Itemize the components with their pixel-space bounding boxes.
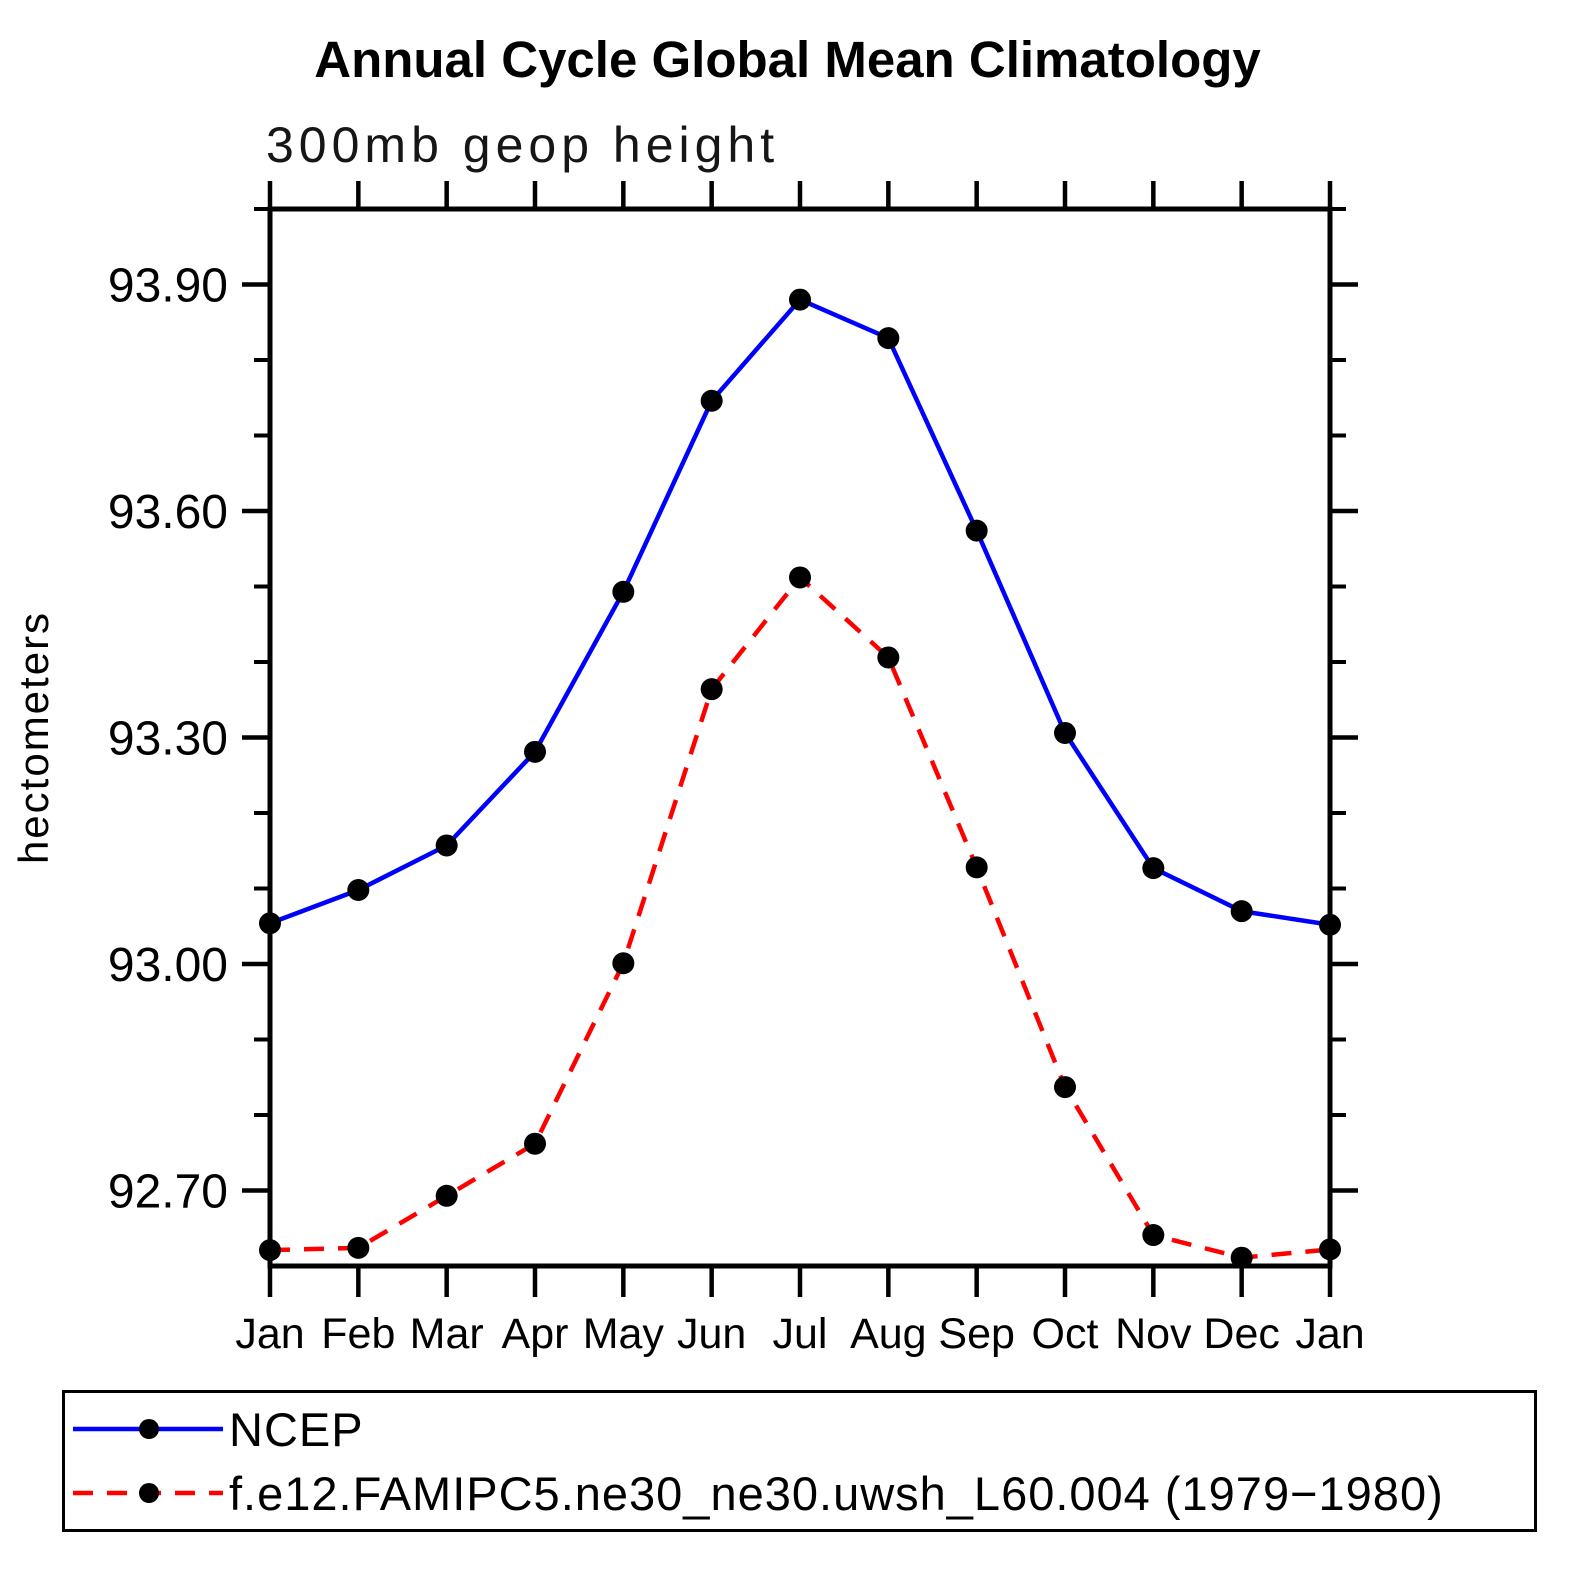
x-tick-label: May [583, 1310, 665, 1358]
x-tick-label: Sep [938, 1310, 1015, 1358]
data-point-model [965, 856, 988, 879]
data-point-model [1230, 1246, 1253, 1269]
legend-item-model: f.e12.FAMIPC5.ne30_ne30.uwsh_L60.004 (19… [69, 1465, 1534, 1521]
data-point-model [1054, 1076, 1076, 1099]
legend: NCEP f.e12.FAMIPC5.ne30_ne30.uwsh_L60.00… [62, 1390, 1537, 1532]
legend-line-solid-icon [73, 1419, 223, 1439]
x-tick-label: Oct [1032, 1310, 1099, 1358]
data-point-ncep [435, 834, 458, 857]
chart-subtitle: 300mb geop height [266, 117, 780, 173]
data-point-model [1319, 1238, 1341, 1261]
legend-label-ncep: NCEP [229, 1402, 364, 1456]
legend-line-dashed-icon [73, 1483, 223, 1503]
data-point-ncep [877, 327, 900, 350]
x-tick-label: Apr [502, 1310, 569, 1358]
x-tick-label: Nov [1115, 1310, 1192, 1358]
x-tick-label: Feb [321, 1310, 395, 1358]
x-tick-label: Mar [410, 1310, 484, 1358]
data-point-model [877, 646, 900, 669]
x-tick-label: Aug [850, 1310, 927, 1358]
series-line-ncep [269, 296, 1331, 927]
legend-item-ncep: NCEP [69, 1401, 1534, 1457]
y-tick-label: 93.60 [108, 486, 228, 539]
data-point-model [524, 1132, 546, 1155]
data-point-ncep [1054, 721, 1076, 744]
data-point-ncep [965, 519, 988, 542]
data-point-ncep [1142, 857, 1165, 880]
y-axis-label: hectometers [10, 611, 57, 864]
data-point-ncep [524, 740, 546, 763]
data-point-model [347, 1236, 370, 1259]
data-point-model [612, 952, 635, 975]
chart-title: Annual Cycle Global Mean Climatology [314, 31, 1261, 88]
x-tick-label: Jun [677, 1310, 746, 1358]
data-point-model [789, 566, 811, 589]
x-tick-label: Dec [1203, 1310, 1279, 1358]
y-tick-label: 93.30 [108, 713, 228, 766]
data-point-ncep [700, 389, 723, 412]
axis-box [267, 206, 1333, 1269]
y-tick-label: 93.90 [108, 260, 228, 313]
data-point-model [1142, 1224, 1165, 1247]
data-point-ncep [1319, 913, 1341, 936]
data-point-model [700, 678, 723, 701]
x-tick-label: Jan [1295, 1310, 1364, 1358]
legend-label-model: f.e12.FAMIPC5.ne30_ne30.uwsh_L60.004 (19… [229, 1466, 1444, 1520]
x-tick-label: Jan [235, 1310, 304, 1358]
x-tick-label: Jul [773, 1310, 828, 1358]
y-tick-label: 93.00 [108, 939, 228, 992]
data-point-ncep [1230, 900, 1253, 923]
data-point-ncep [347, 879, 370, 902]
series-line-model [269, 574, 1331, 1260]
data-point-ncep [789, 288, 811, 311]
y-tick-label: 92.70 [108, 1166, 228, 1219]
data-point-model [259, 1239, 281, 1262]
data-point-ncep [259, 912, 281, 935]
data-point-model [435, 1184, 458, 1207]
data-point-ncep [612, 580, 635, 603]
